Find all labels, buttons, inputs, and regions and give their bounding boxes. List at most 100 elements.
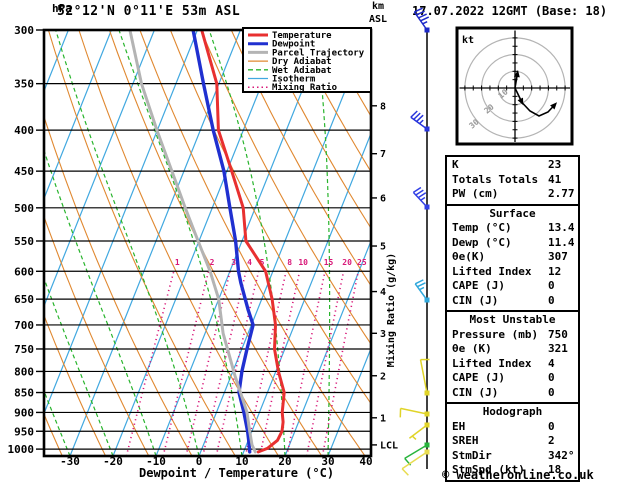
wind-barb-icon [414, 279, 430, 303]
wind-barb-icon [408, 422, 430, 441]
table-row: SREH 2 [447, 434, 578, 449]
table-row-value: 12 [548, 264, 562, 278]
svg-text:650: 650 [14, 293, 34, 306]
table-row-label: CIN (J) [452, 385, 499, 399]
table-row-label: PW (cm) [452, 187, 499, 200]
svg-text:8: 8 [287, 258, 292, 267]
parcel-trajectory-curve [128, 30, 257, 454]
svg-text:0: 0 [196, 455, 203, 468]
table-row-value: 342° [548, 448, 575, 462]
table-row: Pressure (mb) 750 [447, 328, 578, 343]
altitude-axis-unit-km: km [372, 1, 385, 12]
dewpoint-curve [191, 30, 255, 454]
plot-border [42, 28, 373, 458]
table-section-most-unstable: Most Unstable Pressure (mb) 750 θe (K) 321 Li… [445, 310, 580, 404]
legend-label: Wet Adiabat [272, 65, 332, 76]
svg-text:-20: -20 [103, 455, 123, 468]
wind-barb-icon [419, 358, 430, 396]
table-row-value: 13.4 [548, 221, 575, 234]
table-row-value: 41 [548, 172, 562, 186]
temperature-axis-label: Dewpoint / Temperature (°C) [139, 466, 335, 480]
table-section-summary: K 23 Totals Totals 41 PW (cm) 2.77 [445, 155, 580, 206]
table-row-value: 0 [548, 371, 555, 384]
table-row: StmSpd (kt) 18 [447, 463, 578, 478]
svg-text:15: 15 [324, 258, 334, 267]
svg-text:900: 900 [14, 406, 34, 419]
table-row-label: θe (K) [452, 342, 492, 355]
svg-text:550: 550 [14, 235, 34, 248]
mixing-ratio-axis-label: Mixing Ratio (g/kg) [385, 253, 397, 367]
table-row-value: 23 [548, 158, 562, 171]
svg-text:300: 300 [14, 24, 34, 37]
svg-text:5: 5 [260, 258, 265, 267]
indices-table: K 23 Totals Totals 41 PW (cm) 2.77 Surface Temp… [445, 155, 580, 482]
hodograph-trace [521, 101, 556, 117]
svg-text:800: 800 [14, 365, 34, 378]
table-row-label: θe(K) [452, 250, 486, 263]
table-row-value: 2.77 [548, 187, 575, 200]
table-row-label: Lifted Index [452, 264, 532, 278]
table-row: CAPE (J) 0 [447, 371, 578, 386]
table-row: StmDir 342° [447, 449, 578, 464]
svg-text:950: 950 [14, 425, 34, 438]
svg-text:20: 20 [342, 258, 352, 267]
svg-text:4: 4 [247, 258, 252, 267]
legend-label: Dewpoint [272, 39, 315, 50]
svg-text:20: 20 [278, 455, 291, 468]
wind-barb-icon [401, 449, 430, 476]
table-row: K 23 [447, 158, 578, 173]
table-row: θe (K) 321 [447, 342, 578, 357]
table-row-label: Lifted Index [452, 356, 532, 370]
svg-text:4: 4 [380, 287, 386, 298]
table-section-header: Most Unstable [469, 313, 556, 326]
svg-text:700: 700 [14, 319, 34, 332]
altitude-axis-unit-asl: ASL [369, 14, 388, 25]
wind-barb-icon [413, 7, 430, 33]
svg-text:10: 10 [298, 258, 308, 267]
svg-text:450: 450 [14, 165, 34, 178]
svg-text:-10: -10 [146, 455, 166, 468]
svg-text:3: 3 [231, 258, 236, 267]
svg-text:1000: 1000 [8, 443, 35, 456]
table-row-label: EH [452, 419, 466, 433]
legend-label: Mixing Ratio [272, 82, 337, 93]
svg-text:-30: -30 [60, 455, 80, 468]
table-section-header: Hodograph [482, 405, 543, 418]
table-row: Temp (°C) 13.4 [447, 221, 578, 236]
legend-label: Isotherm [272, 75, 316, 85]
svg-text:850: 850 [14, 387, 34, 400]
pressure-axis-unit-label: hPa [52, 2, 72, 15]
svg-text:750: 750 [14, 343, 34, 356]
table-row: Dewp (°C) 11.4 [447, 236, 578, 251]
svg-text:350: 350 [14, 78, 34, 91]
table-row: Lifted Index 12 [447, 265, 578, 280]
table-row: CIN (J) 0 [447, 294, 578, 309]
table-row: CIN (J) 0 [447, 386, 578, 401]
table-row-label: CAPE (J) [452, 279, 505, 292]
lcl-label: LCL [380, 440, 398, 451]
table-row-value: 321 [548, 342, 568, 355]
svg-text:40: 40 [359, 455, 372, 468]
table-row: Totals Totals 41 [447, 173, 578, 188]
wind-barb-icon [399, 407, 430, 418]
table-row-label: SREH [452, 434, 479, 447]
table-row-label: Totals Totals [452, 172, 539, 186]
table-row: θe(K) 307 [447, 250, 578, 265]
svg-text:3: 3 [380, 329, 386, 340]
table-row-label: StmSpd (kt) [452, 463, 525, 476]
table-row-label: CAPE (J) [452, 371, 505, 384]
svg-text:8: 8 [380, 101, 386, 112]
table-row-label: Dewp (°C) [452, 235, 512, 249]
table-row-value: 18 [548, 463, 562, 476]
legend-label: Parcel Trajectory [272, 47, 365, 58]
table-row-label: StmDir [452, 448, 492, 462]
table-row-value: 0 [548, 279, 555, 292]
svg-text:30: 30 [321, 455, 334, 468]
pressure-gridlines [44, 30, 371, 450]
table-section-hodograph: Hodograph EH 0 SREH 2 StmDir 342° StmSpd (kt) 18 [445, 402, 580, 482]
table-section-header: Surface [489, 206, 536, 220]
